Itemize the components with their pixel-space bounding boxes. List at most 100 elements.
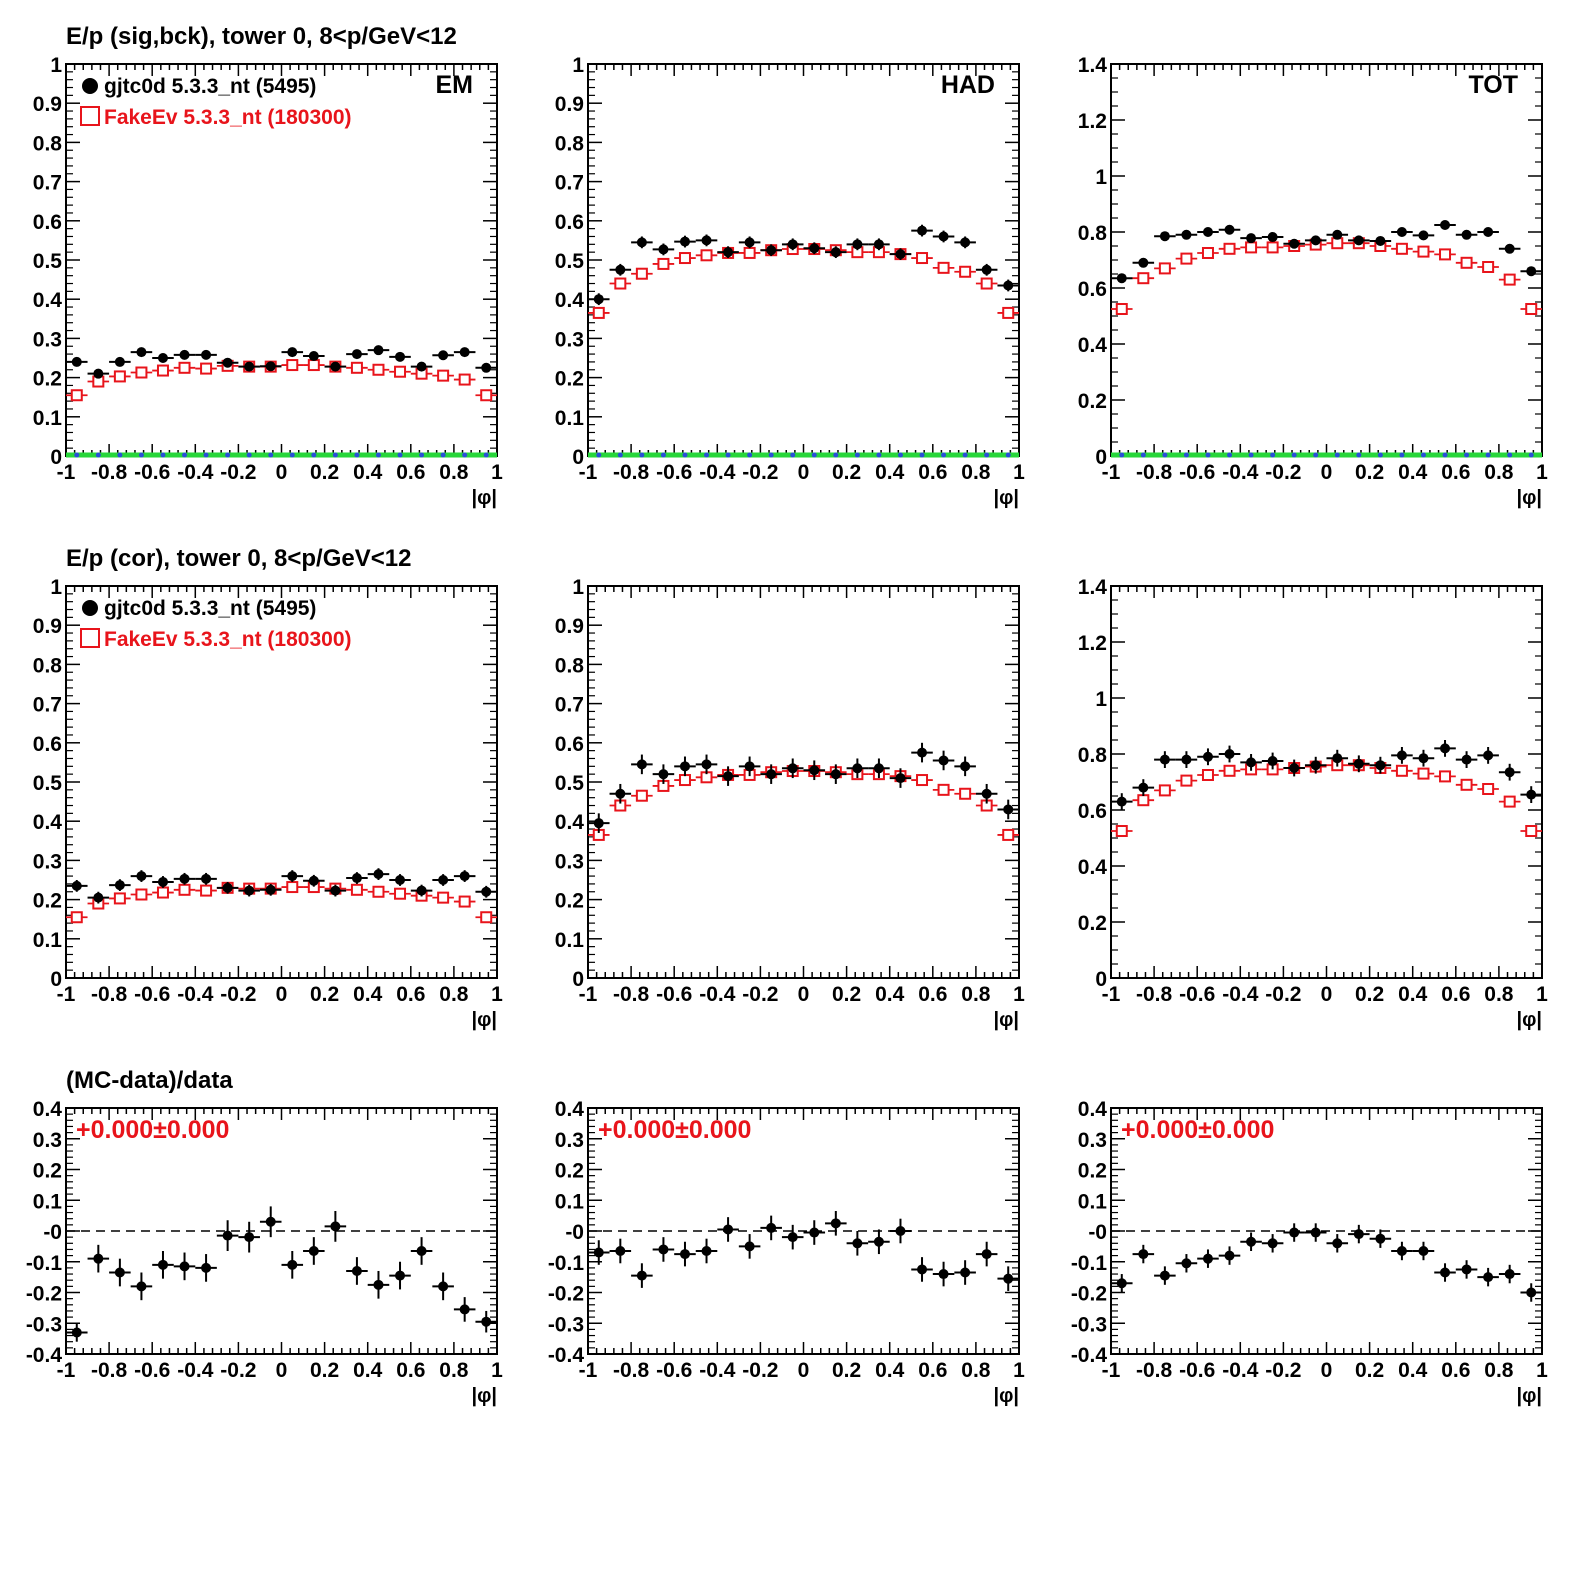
data-point	[1375, 235, 1386, 246]
y-tick-label: 0.2	[555, 1160, 584, 1183]
mc-point	[178, 361, 191, 374]
data-point	[459, 1304, 470, 1315]
data-point	[679, 236, 690, 247]
x-axis-label: |φ|	[1517, 487, 1543, 509]
panel-label: EM	[436, 71, 474, 99]
legend-mc-marker	[80, 106, 100, 126]
x-tick-label: 1	[1536, 983, 1548, 1006]
background-point	[1248, 452, 1254, 458]
plot-frame	[587, 585, 1020, 979]
x-tick-label: -0.6	[134, 1359, 170, 1382]
data-point	[481, 886, 492, 897]
data-point	[308, 351, 319, 362]
background-point	[246, 452, 252, 458]
y-tick-label: 0.9	[555, 615, 584, 638]
data-point	[960, 761, 971, 772]
mc-point	[614, 277, 627, 290]
data-point	[481, 362, 492, 373]
y-tick-label: 0.2	[1078, 390, 1107, 413]
data-point	[1526, 1287, 1537, 1298]
mc-point	[1180, 774, 1193, 787]
background-point	[483, 452, 489, 458]
x-tick-label: -0.8	[91, 461, 128, 484]
data-point	[1289, 238, 1300, 249]
x-tick-label: -1	[579, 983, 598, 1006]
x-axis-label: |φ|	[1517, 1009, 1543, 1031]
y-tick-label: 0	[1095, 968, 1107, 991]
data-point	[636, 237, 647, 248]
data-point	[1483, 227, 1494, 237]
mc-point	[437, 891, 450, 904]
data-point	[1440, 1267, 1451, 1278]
data-point	[265, 1216, 276, 1227]
mc-point	[959, 265, 972, 278]
y-tick-label: 0.3	[555, 328, 584, 351]
data-point	[809, 765, 820, 776]
y-tick-label: 0.3	[33, 850, 62, 873]
x-tick-label: 1	[1013, 461, 1025, 484]
y-tick-label: -0.4	[1071, 1344, 1108, 1367]
x-tick-label: 0.8	[961, 461, 991, 484]
chart-cor_had: -1 -0.8 -0.6 -0.4 -0.2 0 0.2 0.4 0.6 0.8 1 |φ| 0 0.1 0…	[555, 576, 1025, 1031]
data-point	[960, 237, 971, 248]
y-tick-label: 0.8	[1078, 744, 1108, 767]
mc-point	[1503, 795, 1516, 808]
background-point	[1442, 452, 1448, 458]
y-tick-label: 1	[1095, 688, 1107, 711]
x-tick-label: -0.8	[1136, 461, 1173, 484]
x-tick-label: -0.4	[699, 1359, 736, 1382]
mc-point	[678, 774, 691, 787]
background-point	[747, 452, 753, 458]
mc-point	[1439, 770, 1452, 783]
mc-point	[1503, 273, 1516, 286]
x-tick-label: 0	[1321, 983, 1333, 1006]
mc-point	[286, 359, 299, 372]
mc-point	[700, 249, 713, 262]
data-point	[351, 349, 362, 360]
data-point	[1159, 231, 1170, 242]
mc-point	[307, 359, 320, 372]
data-point	[265, 884, 276, 895]
y-tick-label: 1	[50, 54, 62, 77]
y-tick-label: 0	[50, 968, 62, 991]
mc-point	[70, 911, 83, 924]
data-point	[244, 361, 255, 372]
mc-point	[1115, 303, 1128, 315]
data-point	[1289, 1227, 1300, 1238]
x-tick-label: 0.2	[1355, 461, 1384, 484]
mc-point	[135, 366, 148, 379]
x-tick-label: -0.2	[1265, 983, 1301, 1006]
data-point	[593, 818, 604, 829]
background-point	[984, 452, 990, 458]
x-tick-label: 1	[1536, 1359, 1548, 1382]
data-point	[1267, 756, 1278, 766]
background-point	[225, 452, 231, 458]
data-point	[701, 1245, 712, 1256]
x-axis-label: |φ|	[472, 1385, 498, 1407]
data-point	[373, 345, 384, 356]
legend-mc-label: FakeEv 5.3.3_nt (180300)	[104, 106, 352, 129]
background-point	[397, 452, 403, 458]
y-tick-label: 0.4	[555, 811, 585, 834]
background-point	[639, 452, 645, 458]
background-point	[962, 452, 968, 458]
data-point	[852, 239, 863, 250]
background-point	[1507, 452, 1513, 458]
x-tick-label: -0.4	[699, 983, 736, 1006]
mc-point	[394, 887, 407, 900]
y-tick-label: 0.3	[555, 1129, 584, 1152]
y-tick-label: 0.5	[555, 772, 585, 795]
mc-point	[1460, 778, 1473, 791]
y-tick-label: 0.7	[33, 172, 62, 195]
mc-point	[372, 885, 385, 898]
background-point	[1140, 452, 1146, 458]
mc-point	[1137, 272, 1150, 285]
mc-point	[458, 373, 471, 386]
y-tick-label: 0	[50, 446, 62, 469]
row-title-cor: E/p (cor), tower 0, 8<p/GeV<12	[66, 545, 411, 572]
x-tick-label: 0.6	[1441, 983, 1470, 1006]
data-point	[1246, 757, 1257, 768]
x-tick-label: 0.8	[1484, 1359, 1514, 1382]
x-tick-label: 1	[1013, 983, 1025, 1006]
